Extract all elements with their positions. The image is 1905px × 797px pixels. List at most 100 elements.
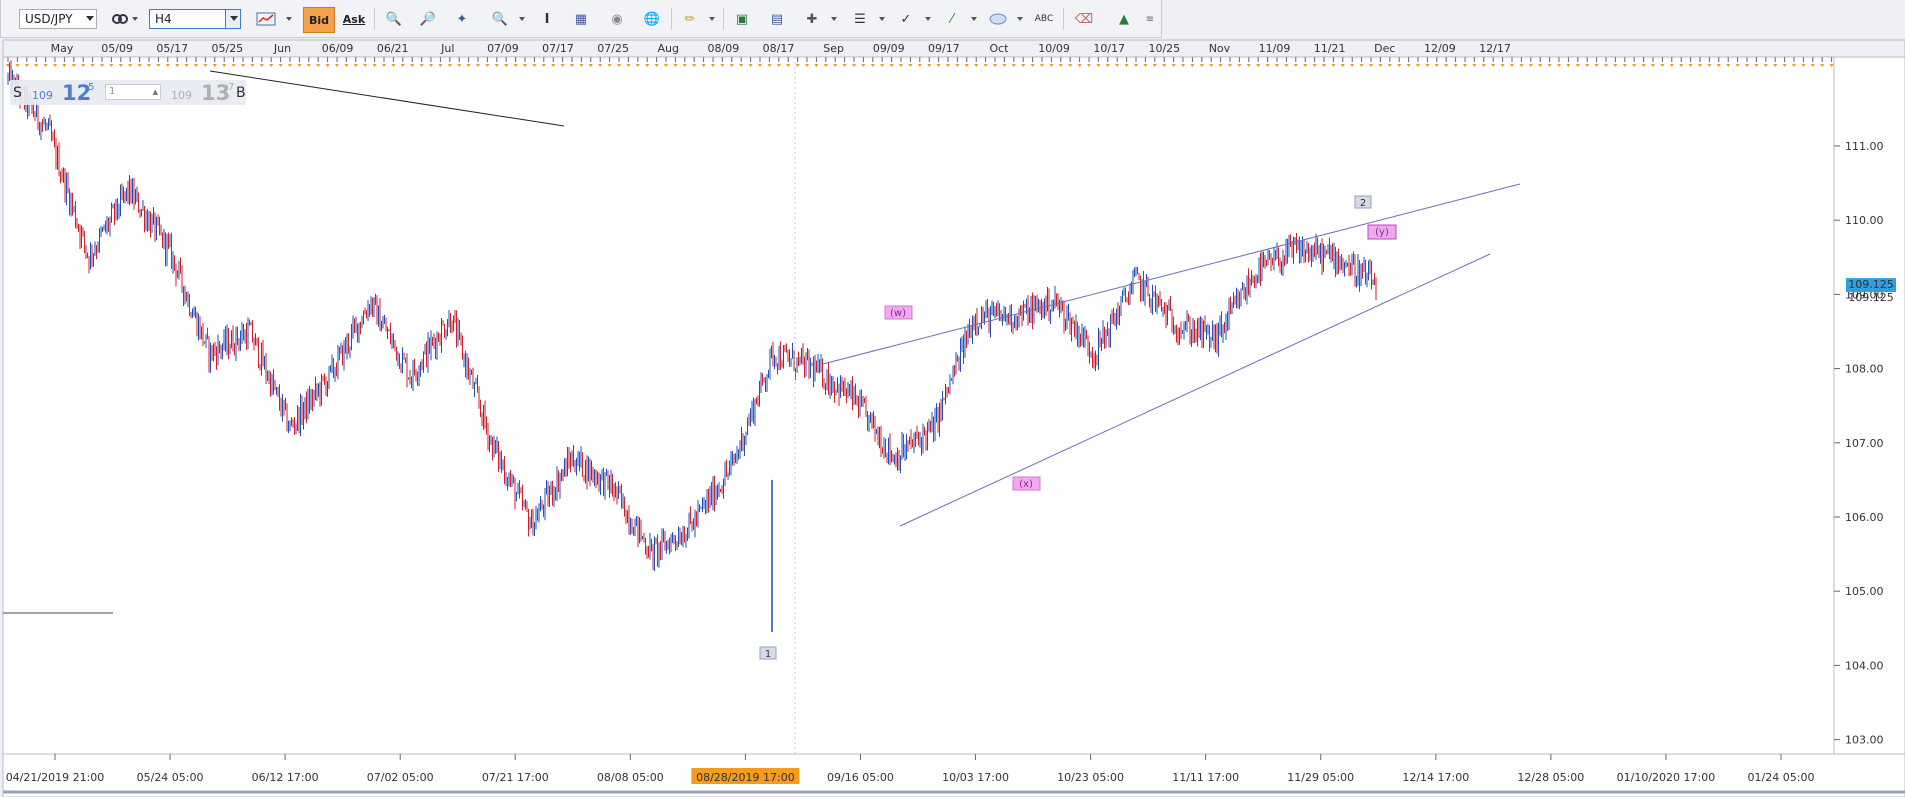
fibonacci-icon[interactable]: ✚: [806, 11, 818, 27]
top-axis-marker: [523, 64, 527, 67]
top-axis-marker: [1275, 64, 1279, 67]
hide-icon[interactable]: ◉: [611, 11, 623, 27]
top-axis-marker: [363, 64, 368, 67]
top-axis-label: 12/09: [1424, 42, 1456, 55]
svg-text:2: 2: [1360, 198, 1366, 209]
top-axis-marker: [729, 64, 734, 67]
top-axis-marker: [1547, 64, 1552, 67]
top-axis-label: Jun: [273, 42, 291, 55]
zoom-in-icon[interactable]: 🔍: [385, 11, 403, 27]
top-axis-marker: [1651, 64, 1655, 67]
pen-icon[interactable]: ✓: [900, 11, 912, 27]
top-axis-marker: [1397, 64, 1402, 67]
chevron-down-icon[interactable]: [132, 17, 138, 21]
top-axis-marker: [993, 64, 997, 67]
top-axis-marker: [438, 64, 443, 67]
top-axis-marker: [1293, 64, 1298, 67]
image-icon[interactable]: ▣: [735, 11, 749, 27]
top-axis-marker: [62, 64, 67, 67]
trendline-upper-channel[interactable]: [822, 183, 1521, 365]
globe-icon[interactable]: 🌐: [643, 11, 661, 27]
wave-label-2[interactable]: 2: [1354, 195, 1372, 209]
amount-value: 1: [109, 86, 116, 97]
top-axis-marker: [1500, 64, 1505, 67]
chart-properties-icon[interactable]: ▦: [574, 11, 588, 27]
top-axis-marker: [269, 64, 274, 67]
top-axis-label: 10/09: [1038, 42, 1070, 55]
top-axis-marker: [325, 64, 330, 67]
wave-label-x[interactable]: (x): [1012, 476, 1041, 491]
bottom-time-axis[interactable]: [2, 753, 1905, 797]
top-axis-marker: [15, 64, 20, 67]
wave-label-1[interactable]: 1: [759, 646, 777, 660]
quote-panel[interactable]: S 109 12 5 1 ▲ 109 13 7 B: [10, 80, 246, 105]
zoom-out-icon[interactable]: 🔎: [419, 11, 437, 27]
text-label-icon[interactable]: ABC: [1034, 14, 1054, 24]
timeframe-select[interactable]: H4: [149, 9, 241, 29]
chevron-down-icon[interactable]: [230, 16, 238, 21]
link-icon[interactable]: [107, 7, 133, 31]
chevron-down-icon[interactable]: [831, 17, 837, 21]
text-cursor-icon[interactable]: I: [544, 11, 550, 27]
sell-label[interactable]: S: [13, 85, 22, 101]
chevron-down-icon[interactable]: [1017, 17, 1023, 21]
top-axis-marker: [1378, 64, 1383, 67]
top-axis-marker: [1519, 64, 1524, 67]
chart-type-icon[interactable]: [253, 7, 279, 31]
chevron-down-icon[interactable]: [709, 17, 715, 21]
ruler-icon[interactable]: ✏: [684, 11, 696, 27]
top-axis-marker: [344, 64, 349, 67]
top-axis-marker: [1745, 64, 1749, 67]
amount-stepper-icon[interactable]: ▲: [152, 88, 158, 96]
trendline-black-top[interactable]: [209, 70, 565, 127]
bottom-axis-label: 06/12 17:00: [252, 771, 319, 784]
top-axis-marker: [147, 64, 151, 67]
chevron-down-icon[interactable]: [519, 17, 525, 21]
top-axis-marker: [1557, 64, 1561, 67]
top-axis-marker: [128, 64, 133, 67]
symbol-select[interactable]: USD/JPY: [19, 9, 97, 29]
ask-button[interactable]: Ask: [342, 12, 366, 26]
chevron-down-icon[interactable]: [925, 17, 931, 21]
top-axis-label: 11/09: [1259, 42, 1291, 55]
top-axis-marker: [1322, 64, 1326, 67]
top-axis-marker: [1303, 64, 1308, 67]
price-axis[interactable]: [1833, 56, 1905, 755]
amount-input[interactable]: 1 ▲: [105, 84, 161, 100]
trendline-lower-channel[interactable]: [899, 253, 1491, 527]
bid-button[interactable]: Bid: [303, 7, 335, 33]
buy-price-pips[interactable]: 13: [201, 81, 231, 105]
wave-label-w[interactable]: (w): [884, 305, 913, 320]
zoom-range-icon[interactable]: 🔍: [491, 11, 509, 27]
chevron-down-icon[interactable]: [286, 17, 292, 21]
top-axis-label: Sep: [823, 42, 844, 55]
top-axis-marker: [861, 64, 866, 67]
chevron-down-icon[interactable]: [879, 17, 885, 21]
bottom-axis-labels: 04/21/2019 21:00 05/24 05:00 06/12 17:00 07…: [6, 754, 1814, 784]
top-axis-marker: [767, 64, 772, 67]
top-axis-marker: [917, 64, 922, 67]
eraser-icon[interactable]: ⌫: [1074, 11, 1094, 27]
indicators-icon[interactable]: ▤: [770, 11, 784, 27]
top-axis-marker: [90, 64, 95, 67]
hierarchy-icon[interactable]: ▲: [1119, 11, 1129, 27]
toolbar-options-icon[interactable]: ≡: [1145, 13, 1155, 25]
top-axis-marker: [1538, 64, 1543, 67]
lines-icon[interactable]: ☰: [854, 11, 866, 27]
chevron-down-icon[interactable]: [86, 16, 94, 21]
top-axis-marker: [316, 64, 321, 67]
top-axis-marker: [297, 64, 302, 67]
buy-label[interactable]: B: [236, 85, 246, 101]
top-axis-marker: [833, 64, 838, 67]
top-axis-marker: [1735, 64, 1740, 67]
sell-price-pips[interactable]: 12: [62, 81, 92, 105]
chevron-down-icon[interactable]: [971, 17, 977, 21]
ellipse-icon[interactable]: [985, 7, 1011, 31]
cursor-icon[interactable]: ✦: [456, 11, 468, 27]
wave-label-y[interactable]: (y): [1367, 224, 1397, 240]
trendline-icon[interactable]: ⁄: [950, 11, 954, 27]
top-axis-marker: [156, 64, 161, 67]
price-label: 105.00: [1845, 585, 1884, 598]
top-axis-marker: [419, 64, 424, 67]
